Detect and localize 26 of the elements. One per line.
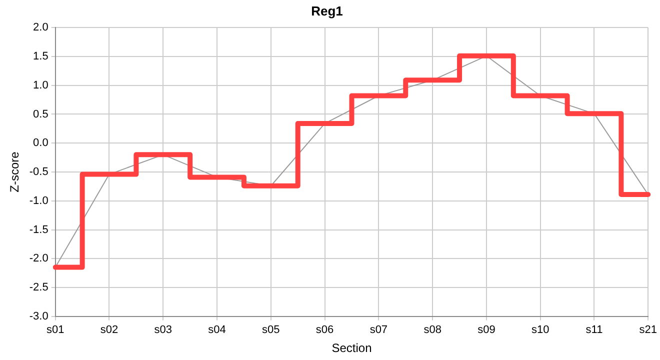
y-tick-label: 0.0 xyxy=(33,137,48,150)
y-tick-label: 1.0 xyxy=(33,79,48,92)
x-tick-label: s02 xyxy=(100,324,118,336)
x-tick-label: s21 xyxy=(639,324,658,336)
x-tick-label: s03 xyxy=(154,324,172,336)
y-tick-label: 0.5 xyxy=(33,108,48,120)
y-tick-label: -2.0 xyxy=(29,252,48,265)
x-tick-label: s06 xyxy=(316,324,334,336)
x-axis-title: Section xyxy=(332,341,372,356)
x-tick-label: s08 xyxy=(424,324,442,336)
chart-title: Reg1 xyxy=(311,3,343,18)
y-axis-title: Z-score xyxy=(8,151,22,192)
y-tick-label: -0.5 xyxy=(29,166,48,178)
x-tick-label: s10 xyxy=(531,324,550,336)
y-tick-label: 1.5 xyxy=(33,50,48,63)
y-tick-label: -1.5 xyxy=(29,224,48,236)
x-tick-label: s01 xyxy=(46,324,64,336)
y-tick-label: -2.5 xyxy=(29,282,48,294)
y-tick-label: 2.0 xyxy=(33,22,48,34)
x-tick-label: s09 xyxy=(478,324,496,336)
x-tick-label: s07 xyxy=(370,324,388,336)
x-tick-label: s11 xyxy=(586,324,603,336)
y-tick-label: -1.0 xyxy=(29,194,48,207)
x-tick-label: s05 xyxy=(262,324,280,336)
x-tick-label: s04 xyxy=(208,324,226,336)
y-tick-label: -3.0 xyxy=(29,310,48,322)
